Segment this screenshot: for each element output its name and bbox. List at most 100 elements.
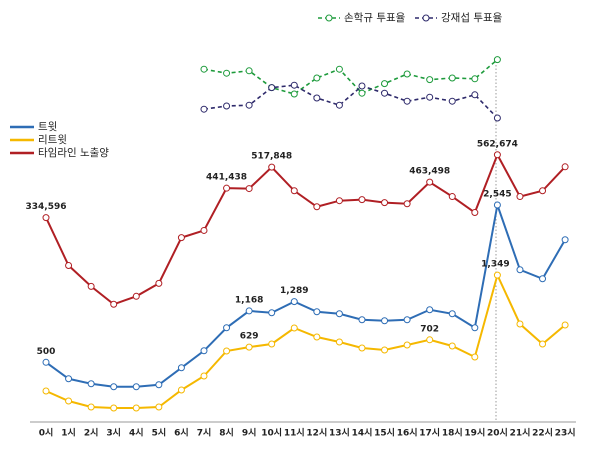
point (245, 307, 253, 315)
point (358, 89, 366, 97)
point (268, 84, 276, 92)
point (132, 383, 140, 391)
x-tick-label: 9시 (242, 428, 257, 439)
x-tick-label: 7시 (197, 428, 212, 439)
x-tick-label: 15시 (374, 428, 395, 439)
point (245, 67, 253, 75)
point (65, 375, 73, 383)
point (426, 336, 434, 344)
data-label: 441,438 (206, 173, 247, 183)
data-label: 500 (37, 347, 56, 357)
series-line (45, 272, 566, 409)
point (448, 193, 456, 201)
point (313, 74, 321, 82)
point (516, 320, 524, 328)
x-tick-label: 19시 (464, 428, 485, 439)
point (177, 386, 185, 394)
point (87, 403, 95, 411)
x-tick-label: 14시 (352, 428, 373, 439)
point (42, 358, 50, 366)
data-label: 517,848 (251, 152, 292, 162)
point (110, 300, 118, 308)
point (471, 91, 479, 99)
point (516, 193, 524, 201)
x-tick-label: 18시 (442, 428, 463, 439)
point (65, 261, 73, 269)
point (493, 114, 501, 122)
point (200, 347, 208, 355)
point (448, 310, 456, 318)
point (335, 197, 343, 205)
point (358, 344, 366, 352)
point (426, 93, 434, 101)
point (155, 403, 163, 411)
x-tick-label: 2시 (84, 428, 99, 439)
point (403, 70, 411, 78)
point (245, 185, 253, 193)
point (358, 82, 366, 90)
x-tick-label: 0시 (39, 428, 54, 439)
legend-label: 타임라인 노출양 (38, 146, 109, 159)
point (223, 184, 231, 192)
point (493, 201, 501, 209)
point (223, 69, 231, 77)
point (403, 341, 411, 349)
point (381, 199, 389, 207)
legend-label: 손학규 투표율 (344, 12, 406, 24)
point (426, 178, 434, 186)
point (177, 364, 185, 372)
point (223, 324, 231, 332)
point (403, 200, 411, 208)
point (245, 343, 253, 351)
data-label: 1,349 (481, 260, 509, 270)
point (313, 94, 321, 102)
point (471, 324, 479, 332)
point (448, 74, 456, 82)
point (313, 203, 321, 211)
point (313, 333, 321, 341)
x-tick-label: 10시 (261, 428, 282, 439)
legend-label: 강재섭 투표율 (441, 12, 503, 24)
point (132, 404, 140, 412)
x-tick-label: 23시 (555, 428, 576, 439)
legend-label: 리트윗 (38, 134, 67, 146)
point (200, 226, 208, 234)
x-tick-label: 8시 (219, 428, 234, 439)
legend-swatch (325, 14, 333, 22)
legend-swatch (422, 14, 430, 22)
point (290, 298, 298, 306)
point (155, 381, 163, 389)
point (132, 292, 140, 300)
data-label: 1,168 (235, 295, 263, 305)
x-tick-label: 17시 (419, 428, 440, 439)
x-tick-label: 6시 (174, 428, 189, 439)
point (403, 97, 411, 105)
series-line (45, 152, 566, 306)
series-line (203, 58, 498, 95)
point (426, 306, 434, 314)
point (335, 310, 343, 318)
point (539, 187, 547, 195)
point (42, 387, 50, 395)
point (358, 196, 366, 204)
point (177, 234, 185, 242)
point (471, 75, 479, 83)
point (223, 347, 231, 355)
point (290, 90, 298, 98)
x-tick-label: 16시 (397, 428, 418, 439)
point (381, 80, 389, 88)
point (561, 321, 569, 329)
data-label: 334,596 (26, 202, 67, 212)
point (200, 105, 208, 113)
series-line (203, 84, 498, 119)
x-tick-label: 21시 (510, 428, 531, 439)
point (110, 404, 118, 412)
point (268, 309, 276, 317)
point (493, 151, 501, 159)
data-label: 629 (240, 332, 259, 342)
x-tick-label: 4시 (129, 428, 144, 439)
point (381, 89, 389, 97)
point (155, 279, 163, 287)
x-tick-label: 13시 (329, 428, 350, 439)
